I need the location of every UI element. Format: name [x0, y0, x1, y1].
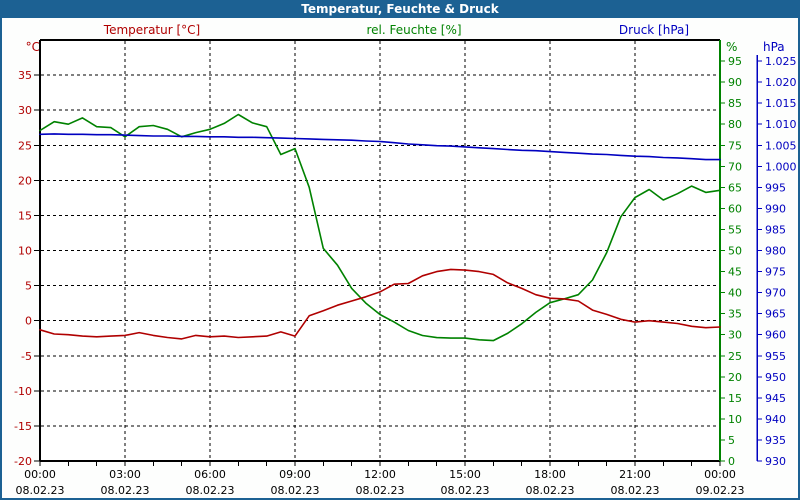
svg-text:55: 55	[728, 223, 742, 236]
temperature-line	[39, 268, 721, 340]
svg-text:990: 990	[765, 202, 786, 215]
svg-text:75: 75	[728, 139, 742, 152]
svg-text:965: 965	[765, 308, 786, 321]
svg-text:20: 20	[18, 174, 32, 187]
window-title: Temperatur, Feuchte & Druck	[301, 2, 499, 16]
svg-text:5: 5	[728, 434, 735, 447]
svg-text:18:00: 18:00	[534, 468, 566, 481]
svg-text:975: 975	[765, 266, 786, 279]
svg-text:-10: -10	[14, 385, 32, 398]
svg-text:09:00: 09:00	[279, 468, 311, 481]
svg-text:08.02.23: 08.02.23	[186, 484, 235, 497]
temperature-unit-label: °C	[25, 40, 40, 54]
svg-text:10: 10	[728, 413, 742, 426]
svg-text:35: 35	[728, 308, 742, 321]
svg-text:15: 15	[18, 209, 32, 222]
svg-text:980: 980	[765, 245, 786, 258]
svg-text:00:00: 00:00	[704, 468, 736, 481]
svg-text:90: 90	[728, 76, 742, 89]
svg-text:995: 995	[765, 181, 786, 194]
svg-text:1.005: 1.005	[765, 139, 797, 152]
svg-text:06:00: 06:00	[194, 468, 226, 481]
svg-text:985: 985	[765, 223, 786, 236]
svg-text:970: 970	[765, 287, 786, 300]
humidity-unit-label: %	[726, 40, 738, 54]
window-titlebar: Temperatur, Feuchte & Druck	[2, 0, 798, 18]
svg-text:25: 25	[728, 350, 742, 363]
svg-text:08.02.23: 08.02.23	[271, 484, 320, 497]
svg-text:50: 50	[728, 245, 742, 258]
svg-text:15: 15	[728, 392, 742, 405]
svg-text:5: 5	[25, 280, 32, 293]
svg-text:09.02.23: 09.02.23	[696, 484, 745, 497]
svg-text:80: 80	[728, 118, 742, 131]
humidity-line	[39, 113, 721, 342]
pressure-line	[39, 133, 721, 161]
svg-text:945: 945	[765, 392, 786, 405]
temperature-axis-title: Temperatur [°C]	[103, 23, 201, 37]
svg-text:-15: -15	[14, 420, 32, 433]
svg-text:95: 95	[728, 55, 742, 68]
svg-text:1.015: 1.015	[765, 97, 797, 110]
svg-text:935: 935	[765, 434, 786, 447]
svg-text:30: 30	[728, 329, 742, 342]
svg-text:08.02.23: 08.02.23	[526, 484, 575, 497]
svg-text:12:00: 12:00	[364, 468, 396, 481]
svg-text:930: 930	[765, 455, 786, 468]
svg-text:30: 30	[18, 104, 32, 117]
svg-text:45: 45	[728, 266, 742, 279]
pressure-unit-label: hPa	[763, 40, 785, 54]
svg-text:08.02.23: 08.02.23	[611, 484, 660, 497]
svg-text:00:00: 00:00	[24, 468, 56, 481]
svg-text:960: 960	[765, 329, 786, 342]
pressure-axis: 1.025 1.020 1.015 1.010 1.005 1.000 995 990 985 9…	[756, 55, 797, 468]
svg-text:25: 25	[18, 139, 32, 152]
svg-text:940: 940	[765, 413, 786, 426]
vertical-gridlines	[124, 41, 636, 460]
svg-text:85: 85	[728, 97, 742, 110]
svg-text:03:00: 03:00	[109, 468, 141, 481]
svg-text:20: 20	[728, 371, 742, 384]
svg-text:1.025: 1.025	[765, 55, 797, 68]
temperature-axis: 35 30 25 20 15 10 5 0 -5 -10 -15 -20	[14, 69, 40, 468]
humidity-axis-title: rel. Feuchte [%]	[366, 23, 462, 37]
svg-text:08.02.23: 08.02.23	[101, 484, 150, 497]
pressure-axis-title: Druck [hPa]	[618, 23, 690, 37]
svg-text:0: 0	[25, 315, 32, 328]
svg-text:1.000: 1.000	[765, 160, 797, 173]
svg-text:08.02.23: 08.02.23	[356, 484, 405, 497]
svg-text:10: 10	[18, 245, 32, 258]
svg-text:60: 60	[728, 202, 742, 215]
x-axis: 00:00 08.02.23 03:00 08.02.23 06:00 08.02.23 0…	[16, 461, 745, 497]
svg-text:15:00: 15:00	[449, 468, 481, 481]
svg-text:1.020: 1.020	[765, 76, 797, 89]
svg-text:21:00: 21:00	[619, 468, 651, 481]
svg-text:1.010: 1.010	[765, 118, 797, 131]
svg-text:35: 35	[18, 69, 32, 82]
svg-text:70: 70	[728, 160, 742, 173]
svg-text:65: 65	[728, 181, 742, 194]
svg-text:08.02.23: 08.02.23	[16, 484, 65, 497]
svg-text:0: 0	[728, 455, 735, 468]
svg-text:-20: -20	[14, 455, 32, 468]
svg-text:-5: -5	[21, 350, 32, 363]
svg-text:950: 950	[765, 371, 786, 384]
svg-text:955: 955	[765, 350, 786, 363]
svg-text:40: 40	[728, 287, 742, 300]
svg-text:08.02.23: 08.02.23	[441, 484, 490, 497]
